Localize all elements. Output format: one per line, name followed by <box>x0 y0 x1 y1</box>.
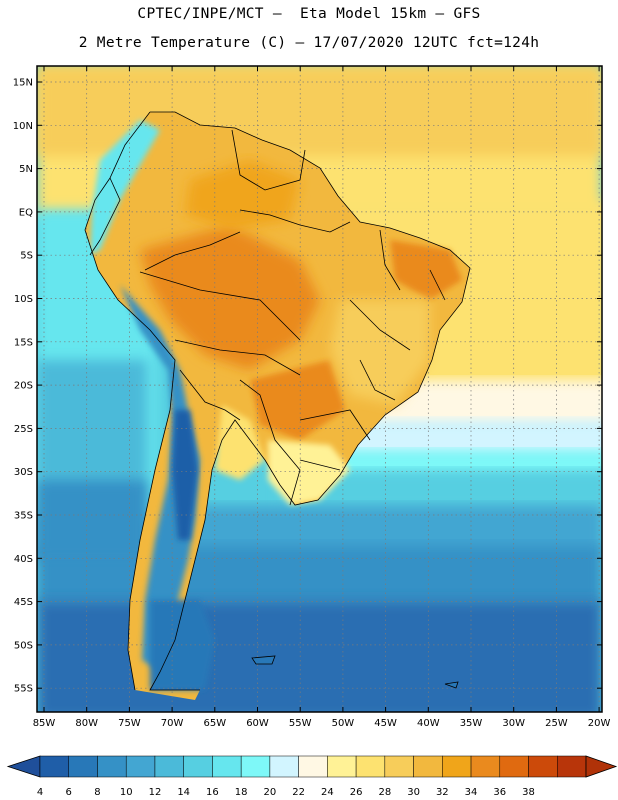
lon-label: 60W <box>246 718 269 729</box>
colorbar-label: 10 <box>120 787 133 798</box>
lon-label: 75W <box>118 718 141 729</box>
colorbar-swatch <box>125 755 156 778</box>
colorbar-label: 36 <box>493 787 506 798</box>
colorbar-swatch <box>240 755 271 778</box>
colorbar-swatch <box>384 755 414 778</box>
lat-label: EQ <box>19 207 33 218</box>
colorbar-swatch <box>298 755 328 778</box>
colorbar-swatch <box>528 755 558 778</box>
colorbar-label: 30 <box>407 787 420 798</box>
colorbar-swatch <box>183 755 213 778</box>
colorbar-label: 26 <box>350 787 363 798</box>
colorbar-over-arrow <box>585 755 618 778</box>
colorbar-labels: 4 6 8 10 12 14 16 18 20 22 24 26 28 30 32 34 36 38 <box>37 787 535 798</box>
lat-label: 35S <box>14 511 33 522</box>
colorbar-label: 38 <box>522 787 535 798</box>
lat-label: 55S <box>14 684 33 695</box>
colorbar-label: 12 <box>149 787 162 798</box>
lon-label: 40W <box>417 718 440 729</box>
colorbar-label: 4 <box>37 787 43 798</box>
colorbar-label: 16 <box>206 787 219 798</box>
lat-label: 45S <box>14 597 33 608</box>
colorbar-swatch <box>499 755 529 778</box>
lat-label: 20S <box>14 381 33 392</box>
colorbar-swatch <box>212 755 242 778</box>
colorbar-label: 18 <box>235 787 248 798</box>
colorbar-label: 32 <box>436 787 449 798</box>
colorbar-label: 24 <box>321 787 334 798</box>
colorbar-swatch <box>442 755 472 778</box>
colorbar-swatch <box>413 755 443 778</box>
lat-label: 50S <box>14 640 33 651</box>
lon-label: 50W <box>332 718 355 729</box>
lon-label: 80W <box>75 718 98 729</box>
temperature-field <box>37 66 602 712</box>
lat-label: 40S <box>14 554 33 565</box>
lat-label: 30S <box>14 467 33 478</box>
lat-label: 15N <box>13 78 33 89</box>
colorbar-label: 20 <box>264 787 277 798</box>
colorbar-label: 14 <box>177 787 190 798</box>
colorbar-label: 28 <box>378 787 391 798</box>
lat-label: 5N <box>19 164 33 175</box>
colorbar-swatch <box>97 755 127 778</box>
islands <box>251 655 459 689</box>
lon-label: 45W <box>374 718 397 729</box>
lat-label: 15S <box>14 337 33 348</box>
colorbar-swatch <box>327 755 357 778</box>
lat-label: 10N <box>13 121 33 132</box>
colorbar-swatch <box>269 755 299 778</box>
country-borders <box>84 111 471 691</box>
lon-label: 25W <box>545 718 568 729</box>
lat-label: 5S <box>20 251 33 262</box>
map-frame <box>36 65 603 713</box>
lon-label: 20W <box>588 718 611 729</box>
lon-label: 65W <box>203 718 226 729</box>
lon-label: 55W <box>289 718 312 729</box>
lat-label: 10S <box>14 294 33 305</box>
longitude-labels: 85W 80W 75W 70W 65W 60W 55W 50W 45W 40W 35W 30W 25W 2… <box>33 66 611 729</box>
colorbar-swatch <box>470 755 501 778</box>
lon-label: 35W <box>460 718 483 729</box>
colorbar-under-arrow <box>6 755 41 778</box>
colorbar-swatch <box>355 755 386 778</box>
colorbar <box>6 755 618 778</box>
colorbar-swatch <box>557 755 587 778</box>
colorbar-label: 8 <box>94 787 100 798</box>
colorbar-swatch <box>39 755 69 778</box>
latitude-labels: 15N 10N 5N EQ 5S 10S 15S 20S 25S 30S 35S 40S 45S 50S 5… <box>13 78 602 695</box>
lon-label: 70W <box>161 718 184 729</box>
colorbar-label: 34 <box>465 787 478 798</box>
colorbar-label: 22 <box>292 787 305 798</box>
lon-label: 30W <box>502 718 525 729</box>
colorbar-swatch <box>68 755 98 778</box>
lat-label: 25S <box>14 424 33 435</box>
map-title: CPTEC/INPE/MCT – Eta Model 15km – GFS <box>137 6 481 22</box>
map-subtitle: 2 Metre Temperature (C) – 17/07/2020 12U… <box>78 35 540 51</box>
lon-label: 85W <box>33 718 56 729</box>
colorbar-label: 6 <box>66 787 72 798</box>
colorbar-swatch <box>154 755 184 778</box>
